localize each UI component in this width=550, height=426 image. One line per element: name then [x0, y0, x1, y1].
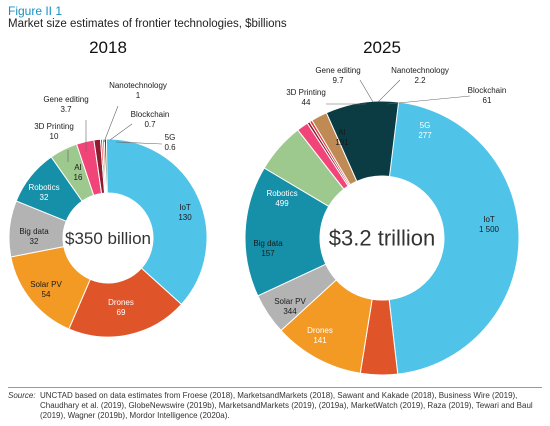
slice-label-3d-printing-2018: 3D Printing 10	[34, 122, 74, 141]
slice-label-big-data-2018: Big data 32	[19, 227, 49, 246]
slice-label-nanotechnology-2025: Nanotechnology 2.2	[391, 66, 449, 85]
slice-label-5g-2018: 5G 0.6	[164, 133, 176, 152]
slice-label-3d-printing-2025: 3D Printing 44	[286, 88, 326, 107]
source-text: UNCTAD based on data estimates from Froe…	[40, 391, 533, 420]
slice-label-nanotechnology-2018: Nanotechnology 1	[109, 81, 167, 100]
figure-title: Market size estimates of frontier techno…	[8, 18, 287, 30]
slice-label-big-data-2025: Big data 157	[253, 239, 283, 258]
slice-label-drones-2025: Drones 141	[307, 326, 333, 345]
slice-label-iot-2025: IoT 1 500	[479, 215, 500, 234]
slice-drones-2018	[68, 267, 183, 338]
slice-label-ai-2025: AI 191	[335, 128, 349, 147]
slice-label-iot-2018: IoT 130	[178, 203, 192, 222]
slice-label-blockchain-2018: Blockchain 0.7	[131, 110, 170, 129]
slice-label-ai-2018: AI 16	[74, 163, 83, 182]
slice-label-gene-editing-2018: Gene editing 3.7	[43, 95, 88, 114]
leader-line-blockchain-2018	[109, 123, 133, 141]
slice-label-solar-pv-2018: Solar PV 54	[30, 280, 62, 299]
center-label-2025: $3.2 trillion	[329, 226, 435, 251]
chart-title-2025: 2025	[363, 38, 401, 57]
leader-line-blockchain-2025	[387, 95, 471, 105]
leader-line-nanotechnology-2025	[377, 79, 401, 103]
slice-iot-2025	[387, 101, 520, 375]
slice-label-gene-editing-2025: Gene editing 9.7	[315, 66, 360, 85]
chart-title-2018: 2018	[89, 38, 127, 57]
slice-label-drones-2018: Drones 69	[108, 298, 134, 317]
center-label-2018: $350 billion	[65, 229, 151, 248]
divider-line	[8, 387, 542, 388]
leader-line-5g-2018	[115, 141, 163, 145]
slice-label-robotics-2018: Robotics 32	[28, 183, 59, 202]
leader-line-gene-editing-2025	[359, 79, 374, 103]
slice-label-solar-pv-2025: Solar PV 344	[274, 297, 306, 316]
slice-iot-2018	[104, 138, 208, 306]
leader-line-nanotechnology-2018	[103, 105, 119, 143]
donut-2018: $350 billion IoT 130 Drones 69 Solar PV 54 Big …	[8, 81, 208, 338]
slice-label-5g-2025: 5G 277	[418, 121, 432, 140]
slice-label-blockchain-2025: Blockchain 61	[468, 86, 507, 105]
source-label: Source:	[8, 391, 36, 400]
slice-label-robotics-2025: Robotics 499	[266, 189, 297, 208]
figure-label: Figure II 1	[8, 4, 63, 18]
slice-5g-2025	[325, 100, 400, 182]
